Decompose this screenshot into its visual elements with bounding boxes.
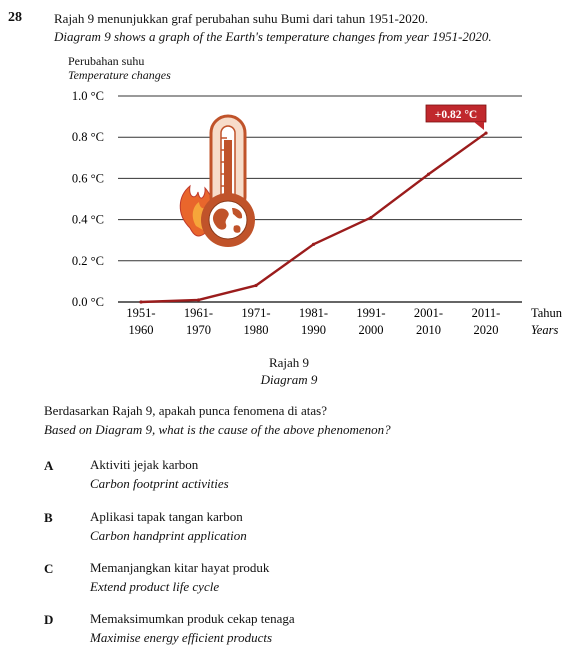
- option-text-malay: Aplikasi tapak tangan karbon: [90, 509, 243, 524]
- option-letter: A: [44, 458, 54, 473]
- question-prompt-malay: Berdasarkan Rajah 9, apakah punca fenome…: [44, 403, 327, 418]
- option-text-malay: Memanjangkan kitar hayat produk: [90, 560, 270, 575]
- x-tick-label: 2020: [474, 323, 499, 337]
- y-tick-label: 0.0 °C: [72, 295, 104, 309]
- thermometer-earth-flame-icon: [179, 114, 255, 247]
- question-stem-malay: Rajah 9 menunjukkan graf perubahan suhu …: [54, 11, 429, 26]
- y-tick-labels: 1.0 °C 0.8 °C 0.6 °C 0.4 °C 0.2 °C 0.0 °C: [72, 89, 104, 309]
- option-text-malay: Aktiviti jejak karbon: [90, 457, 199, 472]
- option-a[interactable]: A Aktiviti jejak karbon Carbon footprint…: [44, 457, 484, 501]
- question-stem-english: Diagram 9 shows a graph of the Earth's t…: [54, 29, 492, 44]
- y-tick-label: 1.0 °C: [72, 89, 104, 103]
- data-point: [196, 298, 201, 302]
- option-text-english: Extend product life cycle: [90, 579, 220, 594]
- x-tick-label: 1990: [301, 323, 326, 337]
- option-letter: D: [44, 612, 54, 627]
- x-tick-label: 1981-: [299, 306, 328, 320]
- data-point: [254, 283, 258, 288]
- option-text-english: Carbon handprint application: [90, 528, 247, 543]
- question-prompt-english: Based on Diagram 9, what is the cause of…: [44, 422, 391, 437]
- y-tick-label: 0.2 °C: [72, 254, 104, 268]
- temperature-line-chart: 1.0 °C 0.8 °C 0.6 °C 0.4 °C 0.2 °C 0.0 °C 195…: [72, 89, 563, 337]
- option-d[interactable]: D Memaksimumkan produk cekap tenaga Maxi…: [44, 611, 484, 655]
- data-points: [139, 131, 488, 304]
- y-tick-label: 0.6 °C: [72, 171, 104, 185]
- x-tick-label: 1960: [129, 323, 154, 337]
- grid-lines: [118, 95, 522, 303]
- option-letter: C: [44, 561, 54, 576]
- data-point: [484, 131, 488, 135]
- x-tick-label: 1991-: [356, 306, 385, 320]
- x-tick-label: 1980: [244, 323, 269, 337]
- diagram-caption-english: Diagram 9: [260, 372, 318, 387]
- x-axis-label-malay: Tahun: [531, 306, 563, 320]
- y-tick-label: 0.8 °C: [72, 130, 104, 144]
- data-point: [139, 300, 143, 304]
- option-text-malay: Memaksimumkan produk cekap tenaga: [90, 611, 295, 626]
- x-tick-label: 2001-: [414, 306, 443, 320]
- x-axis-label-english: Years: [531, 323, 558, 337]
- y-axis-label-malay: Perubahan suhu: [68, 54, 145, 68]
- x-tick-label: 1970: [186, 323, 211, 337]
- data-point: [426, 172, 431, 176]
- x-tick-label: 1961-: [184, 306, 213, 320]
- option-c[interactable]: C Memanjangkan kitar hayat produk Extend…: [44, 560, 484, 604]
- diagram-caption-malay: Rajah 9: [268, 355, 310, 370]
- data-point: [369, 215, 373, 220]
- peak-annotation: +0.82 °C: [425, 104, 487, 130]
- x-tick-label: 2000: [359, 323, 384, 337]
- option-text-english: Maximise energy efficient products: [90, 630, 273, 645]
- x-tick-label: 2011-: [472, 306, 501, 320]
- option-text-english: Carbon footprint activities: [90, 476, 229, 491]
- x-tick-label: 2010: [416, 323, 441, 337]
- annotation-label: +0.82 °C: [435, 109, 477, 121]
- y-axis-label-english: Temperature changes: [68, 68, 171, 82]
- x-tick-label: 1951-: [126, 306, 155, 320]
- x-tick-labels: 1951- 1960 1961- 1970 1971- 1980 1981- 1990 1991…: [126, 306, 500, 337]
- question-number: 28: [8, 10, 22, 25]
- option-b[interactable]: B Aplikasi tapak tangan karbon Carbon ha…: [44, 509, 484, 553]
- data-point: [311, 242, 316, 246]
- option-letter: B: [44, 510, 53, 525]
- y-tick-label: 0.4 °C: [72, 213, 104, 227]
- x-tick-label: 1971-: [241, 306, 270, 320]
